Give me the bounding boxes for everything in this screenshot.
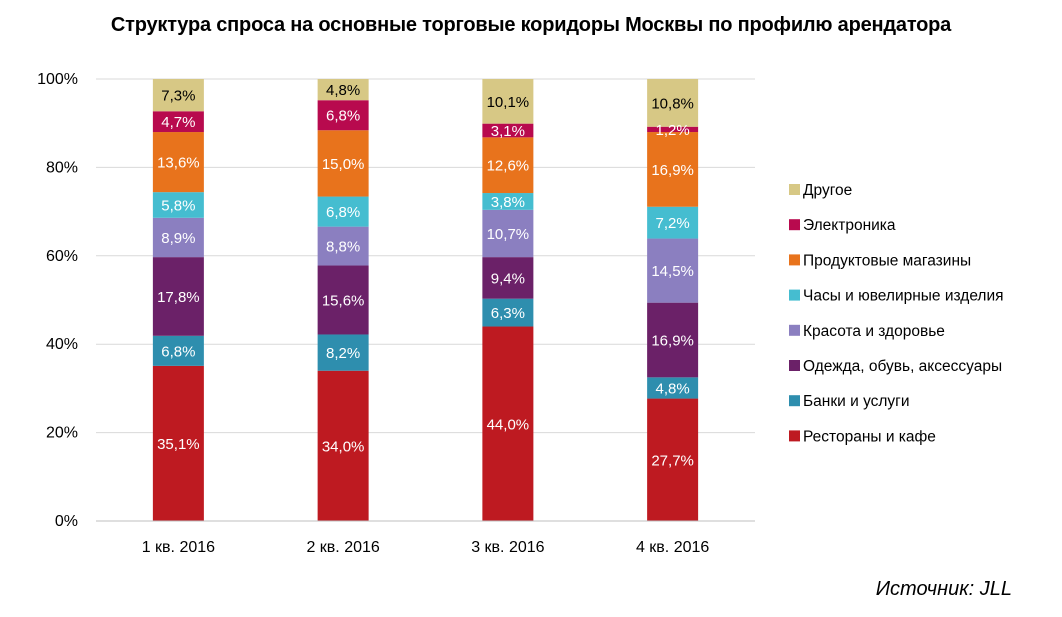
data-label: 7,2% bbox=[656, 215, 690, 232]
legend: Другое Электроника Продуктовые магазины Час… bbox=[789, 182, 1004, 445]
data-label: 34,0% bbox=[322, 438, 365, 455]
bar-segment bbox=[482, 137, 534, 194]
x-tick-label: 2 кв. 2016 bbox=[306, 539, 379, 556]
bar-segment bbox=[647, 79, 699, 127]
data-label: 8,2% bbox=[326, 345, 360, 362]
legend-label: Часы и ювелирные изделия bbox=[803, 288, 1004, 305]
axes: 0% 20% 40% 60% 80% 100% 1 кв. 2016 2 кв. 2016 3 … bbox=[37, 71, 755, 556]
y-tick-label: 100% bbox=[37, 71, 78, 88]
y-tick-label: 20% bbox=[46, 425, 78, 442]
bar-segment bbox=[482, 193, 534, 210]
x-tick-label: 4 кв. 2016 bbox=[636, 539, 709, 556]
data-label: 16,9% bbox=[651, 333, 694, 350]
data-label: 1,2% bbox=[656, 122, 690, 139]
bar-segment bbox=[647, 126, 699, 133]
legend-label: Другое bbox=[803, 182, 852, 199]
legend-label: Банки и услуги bbox=[803, 393, 910, 410]
legend-swatch bbox=[789, 430, 800, 442]
data-labels: 35,1% 6,8% 17,8% 8,9% 5,8% 13,6% 4,7% 7,3% 34,0%… bbox=[157, 82, 694, 469]
legend-swatch bbox=[789, 254, 800, 266]
bar-segment bbox=[317, 265, 369, 335]
bar-segment bbox=[152, 111, 204, 133]
bar-segment bbox=[482, 326, 534, 521]
bar-segment bbox=[152, 257, 204, 336]
bar-segment bbox=[647, 238, 699, 303]
data-label: 44,0% bbox=[487, 416, 530, 433]
data-label: 16,9% bbox=[651, 162, 694, 179]
data-label: 14,5% bbox=[651, 263, 694, 280]
chart-title: Структура спроса на основные торговые ко… bbox=[110, 14, 952, 36]
legend-swatch bbox=[789, 219, 800, 231]
bar-segment bbox=[317, 226, 369, 266]
data-label: 17,8% bbox=[157, 289, 200, 306]
legend-swatch bbox=[789, 184, 800, 195]
data-label: 6,3% bbox=[491, 305, 525, 322]
bars bbox=[152, 79, 699, 521]
bar-segment bbox=[482, 209, 534, 258]
bar-segment bbox=[152, 192, 204, 218]
data-label: 6,8% bbox=[326, 204, 360, 221]
legend-label: Рестораны и кафе bbox=[803, 428, 936, 445]
data-label: 10,7% bbox=[487, 226, 530, 243]
data-label: 5,8% bbox=[161, 197, 195, 214]
bar-segment bbox=[152, 365, 204, 521]
data-label: 3,1% bbox=[491, 123, 525, 140]
y-tick-label: 60% bbox=[46, 248, 78, 265]
data-label: 4,8% bbox=[326, 82, 360, 99]
data-label: 10,1% bbox=[487, 94, 530, 111]
data-label: 15,6% bbox=[322, 293, 365, 310]
data-label: 35,1% bbox=[157, 436, 200, 453]
bar-segment bbox=[647, 206, 699, 239]
bar-segment bbox=[152, 79, 204, 112]
data-label: 8,8% bbox=[326, 239, 360, 256]
bar-segment bbox=[317, 196, 369, 227]
data-label: 3,8% bbox=[491, 194, 525, 211]
x-tick-label: 3 кв. 2016 bbox=[471, 539, 544, 556]
bar-segment bbox=[482, 298, 534, 327]
legend-swatch bbox=[789, 360, 800, 371]
data-label: 9,4% bbox=[491, 270, 525, 287]
bar-segment bbox=[317, 79, 369, 101]
legend-label: Одежда, обувь, аксессуары bbox=[803, 358, 1002, 375]
bar-segment bbox=[152, 132, 204, 193]
bar-segment bbox=[647, 398, 699, 521]
data-label: 4,8% bbox=[656, 380, 690, 397]
data-label: 4,7% bbox=[161, 114, 195, 131]
legend-swatch bbox=[789, 395, 800, 407]
gridlines bbox=[96, 78, 755, 434]
bar-segment bbox=[317, 370, 369, 521]
legend-swatch bbox=[789, 289, 800, 301]
data-label: 12,6% bbox=[487, 158, 530, 175]
bar-segment bbox=[152, 217, 204, 258]
data-label: 6,8% bbox=[161, 343, 195, 360]
bar-segment bbox=[482, 79, 534, 124]
data-label: 6,8% bbox=[326, 108, 360, 125]
source-note: Источник: JLL bbox=[875, 578, 1012, 600]
y-tick-label: 80% bbox=[46, 159, 78, 176]
bar-segment bbox=[317, 100, 369, 131]
data-label: 7,3% bbox=[161, 88, 195, 105]
data-label: 13,6% bbox=[157, 155, 200, 172]
bar-segment bbox=[317, 130, 369, 197]
bar-segment bbox=[482, 123, 534, 138]
bar-segment bbox=[317, 334, 369, 371]
data-label: 15,0% bbox=[322, 156, 365, 173]
data-label: 8,9% bbox=[161, 230, 195, 247]
x-tick-label: 1 кв. 2016 bbox=[142, 539, 215, 556]
bar-segment bbox=[647, 302, 699, 378]
bar-segment bbox=[647, 377, 699, 399]
y-tick-label: 0% bbox=[55, 513, 78, 530]
data-label: 10,8% bbox=[651, 95, 694, 112]
legend-label: Красота и здоровье bbox=[803, 323, 945, 340]
bar-segment bbox=[152, 335, 204, 366]
data-label: 27,7% bbox=[651, 452, 694, 469]
bar-segment bbox=[482, 257, 534, 299]
bar-segment bbox=[647, 132, 699, 207]
y-tick-label: 40% bbox=[46, 336, 78, 353]
legend-swatch bbox=[789, 324, 800, 336]
legend-label: Электроника bbox=[803, 217, 896, 234]
legend-label: Продуктовые магазины bbox=[803, 252, 971, 269]
